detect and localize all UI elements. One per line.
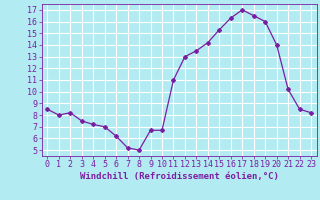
X-axis label: Windchill (Refroidissement éolien,°C): Windchill (Refroidissement éolien,°C) bbox=[80, 172, 279, 181]
